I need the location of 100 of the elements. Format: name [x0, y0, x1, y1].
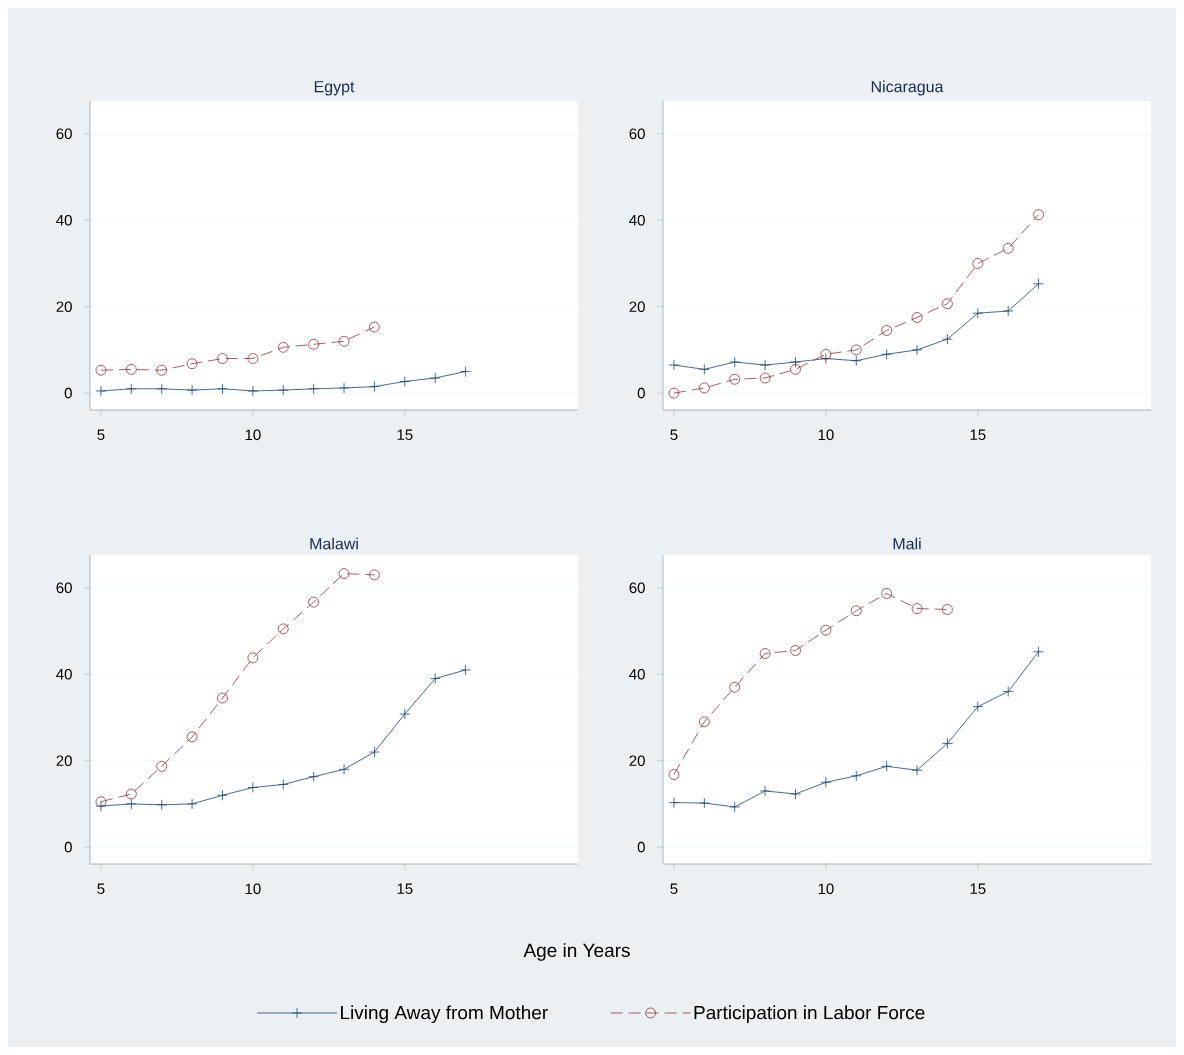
y-tick-label: 40	[629, 668, 645, 680]
point	[729, 373, 741, 385]
x-tick-label: 10	[245, 883, 261, 895]
point	[186, 731, 198, 743]
point	[95, 385, 107, 397]
point	[156, 799, 168, 811]
point	[338, 568, 350, 579]
point	[820, 624, 832, 636]
point	[186, 798, 198, 810]
point	[972, 307, 984, 319]
y-tick-label: 40	[629, 214, 645, 226]
point	[972, 258, 984, 269]
x-tick-label: 5	[670, 429, 678, 440]
point	[217, 789, 228, 801]
point	[217, 353, 228, 364]
point	[217, 692, 228, 704]
point	[1002, 305, 1014, 317]
y-tick-label: 60	[56, 582, 72, 594]
point	[429, 673, 441, 684]
point	[759, 359, 771, 371]
y-tick-label: 40	[56, 668, 72, 680]
point	[850, 355, 862, 367]
point	[850, 770, 862, 782]
point	[308, 383, 320, 395]
y-tick-label: 0	[64, 387, 72, 399]
point	[338, 763, 350, 775]
point	[698, 382, 710, 394]
point	[850, 344, 862, 356]
point	[1002, 686, 1014, 697]
x-tick-label: 15	[970, 429, 986, 440]
point	[911, 603, 923, 614]
point	[972, 701, 984, 713]
point	[1033, 209, 1044, 221]
point	[820, 348, 832, 360]
point	[95, 796, 107, 808]
point	[399, 376, 411, 387]
point	[277, 623, 289, 635]
point	[911, 312, 923, 323]
point	[911, 764, 923, 776]
x-tick-label: 5	[97, 883, 105, 894]
point	[247, 353, 259, 364]
point	[790, 788, 801, 800]
point	[729, 681, 741, 693]
point	[759, 372, 771, 384]
point	[338, 382, 350, 394]
y-tick-label: 20	[629, 301, 645, 313]
point	[790, 356, 801, 368]
chart-title: Malawi	[310, 537, 358, 550]
point	[460, 664, 471, 676]
point	[156, 383, 168, 395]
point	[217, 383, 228, 395]
point	[186, 384, 198, 396]
legend-label: Participation in Labor Force	[694, 1005, 925, 1024]
point	[942, 333, 953, 345]
point	[125, 383, 137, 395]
point	[729, 356, 741, 368]
point	[820, 776, 832, 788]
point	[369, 321, 380, 333]
point	[668, 359, 680, 371]
point	[942, 738, 953, 749]
point	[429, 372, 441, 384]
point	[125, 363, 137, 375]
point	[881, 325, 893, 336]
chart-title: Egypt	[314, 81, 355, 96]
point	[759, 648, 771, 659]
legend-label: Living Away from Mother	[341, 1005, 548, 1024]
y-tick-label: 0	[64, 841, 72, 853]
point	[156, 364, 168, 376]
point	[125, 788, 137, 800]
point	[156, 760, 168, 772]
point	[850, 605, 862, 617]
y-tick-label: 20	[629, 755, 645, 766]
x-tick-label: 15	[970, 883, 986, 894]
point	[277, 779, 289, 790]
y-tick-label: 0	[637, 841, 645, 853]
x-tick-label: 5	[97, 429, 105, 440]
y-tick-label: 40	[56, 214, 72, 226]
point	[698, 363, 710, 375]
point	[698, 797, 710, 809]
point	[95, 364, 107, 376]
point	[698, 716, 710, 728]
x-tick-label: 10	[818, 883, 834, 895]
point	[911, 344, 923, 356]
point	[247, 782, 259, 793]
y-tick-label: 20	[56, 301, 72, 313]
y-tick-label: 60	[629, 128, 645, 140]
point	[668, 387, 680, 399]
point	[369, 381, 380, 393]
point	[277, 384, 289, 396]
point	[399, 708, 411, 720]
point	[942, 298, 953, 310]
chart-title: Nicaragua	[871, 80, 944, 96]
point	[881, 588, 893, 599]
point	[308, 338, 320, 350]
point	[338, 335, 350, 347]
point	[247, 385, 259, 397]
y-tick-label: 60	[56, 128, 72, 140]
point	[1033, 278, 1044, 290]
point	[881, 348, 893, 360]
point	[277, 341, 289, 353]
